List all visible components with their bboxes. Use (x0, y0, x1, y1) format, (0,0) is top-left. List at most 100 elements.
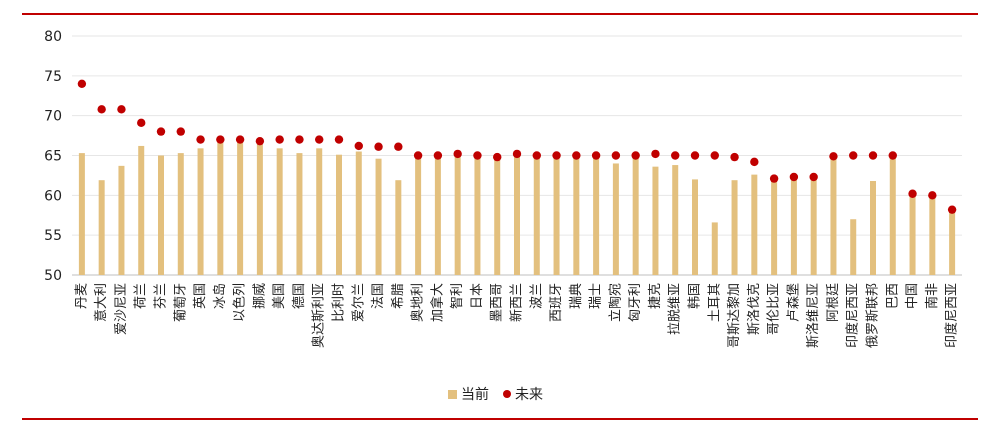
point-future (789, 172, 799, 182)
legend-swatch-current (448, 389, 457, 399)
point-future (374, 142, 383, 151)
point-future (196, 135, 205, 144)
top-rule (22, 13, 978, 15)
bar-current (553, 155, 560, 275)
bar-current (632, 154, 639, 275)
point-future (433, 151, 443, 160)
x-tick-label: 西班牙 (549, 283, 564, 322)
bar-current (454, 153, 461, 275)
x-tick-label: 哥斯达黎加 (727, 283, 742, 348)
bar-current (889, 155, 896, 275)
x-tick-label: 比利时 (332, 283, 347, 322)
point-future (334, 135, 344, 144)
bar-current (652, 166, 659, 275)
bar-current (217, 141, 224, 275)
bar-current (316, 148, 323, 275)
point-future (453, 149, 462, 159)
point-future (631, 151, 640, 160)
point-future (315, 135, 324, 144)
bar-current (237, 141, 244, 275)
bar-current (771, 180, 778, 275)
point-future (394, 142, 403, 151)
point-future (750, 157, 759, 167)
bar-current (751, 174, 758, 275)
y-tick-label: 60 (44, 188, 62, 204)
bar-current (909, 195, 916, 275)
point-future (591, 151, 601, 160)
x-tick-label: 俄罗斯联邦 (866, 283, 881, 348)
x-tick-label: 立陶宛 (607, 283, 623, 322)
bar-current (790, 179, 797, 275)
point-future (512, 149, 522, 159)
x-tick-label: 印度尼西亚 (845, 283, 861, 348)
bar-current (296, 153, 303, 275)
x-tick-label: 中国 (905, 283, 920, 309)
bar-current (158, 155, 164, 275)
x-tick-label: 捷克 (648, 283, 663, 309)
bar-current (514, 155, 520, 275)
x-tick-label: 奥地利 (411, 283, 426, 322)
point-future (354, 141, 363, 151)
x-tick-label: 巴西 (885, 283, 900, 309)
point-future (849, 151, 858, 160)
bar-current (810, 179, 817, 275)
bar-current (78, 153, 85, 275)
bar-current (474, 157, 481, 275)
x-tick-label: 德国 (292, 283, 307, 309)
x-tick-label: 哥伦比亚 (767, 283, 782, 335)
bar-current (850, 219, 857, 275)
bar-current (929, 195, 936, 275)
point-future (493, 152, 502, 162)
point-future (769, 174, 779, 183)
bar-current (138, 145, 145, 275)
x-tick-label: 南非 (924, 283, 940, 309)
x-tick-label: 拉脱维亚 (668, 283, 683, 335)
point-future (710, 151, 719, 160)
y-tick-label: 70 (44, 109, 62, 125)
x-tick-label: 奥达斯利亚 (312, 283, 327, 348)
x-tick-label: 斯洛伐克 (747, 283, 762, 335)
point-future (611, 151, 621, 160)
x-tick-label: 卢森堡 (785, 283, 801, 322)
legend-label-current: 当前 (461, 387, 489, 403)
x-tick-label: 波兰 (529, 283, 544, 309)
point-future (137, 118, 146, 128)
point-future (216, 135, 225, 144)
x-tick-label: 阿根廷 (826, 283, 841, 322)
chart: 50 55 60 65 70 75 80 丹麦 意大利 爱沙尼亚 荷兰 芬兰 葡萄牙 英国 冰岛 以色列 挪威美… (44, 29, 962, 348)
bar-current (197, 148, 204, 275)
x-tick-label: 丹麦 (74, 283, 89, 309)
x-tick-label: 墨西哥 (490, 283, 505, 322)
bar-current (533, 155, 540, 275)
bar-current (593, 155, 600, 275)
bar-current (336, 154, 342, 275)
point-future (829, 152, 838, 161)
point-future (77, 79, 87, 89)
x-tick-label: 爱尔兰 (351, 283, 366, 322)
x-tick-label: 加拿大 (429, 283, 445, 322)
x-tick-label: 韩国 (688, 283, 703, 309)
x-tick-label: 法国 (371, 283, 386, 309)
point-future (156, 127, 166, 136)
point-future (572, 151, 581, 160)
bar-current (731, 180, 738, 275)
x-tick-label: 印度尼西亚 (944, 283, 960, 348)
y-tick-label: 75 (44, 69, 62, 85)
x-tick-label: 意大利 (93, 283, 109, 322)
y-tick-label: 80 (44, 29, 62, 45)
point-future (176, 127, 185, 136)
x-tick-label: 智利 (450, 283, 465, 309)
point-future (552, 151, 561, 160)
bar-current (177, 153, 184, 275)
y-tick-label: 65 (44, 149, 62, 165)
x-tick-label: 荷兰 (134, 283, 149, 309)
point-future (928, 191, 937, 200)
point-future (868, 151, 878, 160)
x-tick-label: 英国 (193, 283, 208, 309)
point-future (651, 149, 660, 159)
bar-current (830, 155, 837, 275)
bar-current (949, 211, 956, 275)
x-tick-label: 葡萄牙 (173, 283, 188, 322)
point-future (97, 105, 106, 114)
point-future (255, 136, 265, 146)
